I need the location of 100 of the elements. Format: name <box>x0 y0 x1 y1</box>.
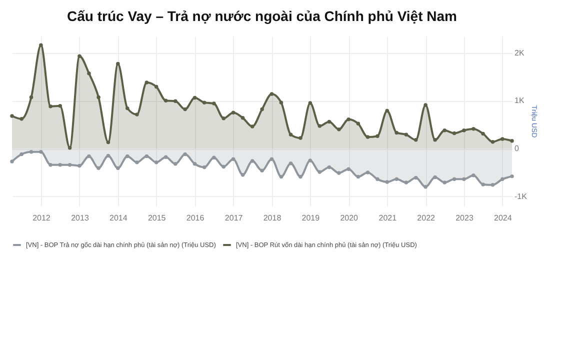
point <box>231 110 236 114</box>
point <box>222 164 226 169</box>
point <box>260 168 264 172</box>
point <box>270 157 274 161</box>
x-tick-label: 2018 <box>263 214 282 222</box>
point <box>279 100 284 104</box>
point <box>20 116 24 121</box>
point <box>500 137 504 141</box>
point <box>481 132 485 136</box>
point <box>385 180 390 184</box>
point <box>376 134 380 138</box>
x-tick-label: 2021 <box>378 214 398 222</box>
point <box>356 174 360 179</box>
point <box>250 159 254 163</box>
point <box>183 152 187 156</box>
chart-title: Cấu trúc Vay – Trả nợ nước ngoài của Chính phủ Việt Nam <box>67 8 457 24</box>
point <box>144 80 149 84</box>
point <box>500 177 504 182</box>
point <box>452 131 456 136</box>
x-tick-label: 2023 <box>456 214 474 222</box>
point <box>48 162 52 167</box>
point <box>376 177 380 182</box>
x-tick-label: 2022 <box>417 214 436 222</box>
point <box>346 117 350 122</box>
point <box>308 101 312 105</box>
point <box>58 104 62 108</box>
point <box>452 177 456 182</box>
point <box>192 96 197 100</box>
y2-tick-label: -1K <box>514 192 528 201</box>
point <box>442 128 446 132</box>
x-tick-label: 2012 <box>32 214 51 222</box>
point <box>481 182 485 186</box>
point <box>144 154 149 158</box>
point <box>337 128 341 132</box>
point <box>510 174 514 178</box>
point <box>288 162 293 166</box>
point <box>279 174 284 179</box>
point <box>260 107 264 112</box>
point <box>327 165 332 170</box>
point <box>39 43 43 47</box>
point <box>404 180 408 184</box>
point <box>318 170 322 174</box>
point <box>39 150 43 154</box>
point <box>366 135 370 139</box>
point <box>394 130 398 135</box>
point <box>433 175 437 180</box>
point <box>288 132 293 137</box>
point <box>212 156 216 160</box>
point <box>462 128 466 132</box>
point <box>29 95 34 100</box>
point <box>394 177 398 182</box>
point <box>164 98 168 103</box>
point <box>356 122 360 126</box>
x-tick-label: 2014 <box>110 214 128 222</box>
point <box>298 136 302 140</box>
point <box>424 103 428 107</box>
point <box>106 140 110 144</box>
point <box>462 177 466 182</box>
point <box>510 139 514 143</box>
point <box>48 104 52 108</box>
point <box>490 140 495 144</box>
point <box>472 173 476 178</box>
x-tick-label: 2016 <box>186 214 205 222</box>
point <box>337 171 341 175</box>
point <box>472 127 476 131</box>
point <box>212 102 216 106</box>
point <box>174 99 178 103</box>
point <box>126 106 130 110</box>
point <box>433 138 437 142</box>
point <box>135 160 139 164</box>
point <box>270 92 274 96</box>
point <box>240 116 245 120</box>
point <box>240 173 245 177</box>
point <box>106 154 110 158</box>
point <box>29 150 34 154</box>
point <box>414 138 418 142</box>
point <box>68 162 72 167</box>
point <box>346 167 350 171</box>
y2-tick-label: 1K <box>514 96 525 106</box>
point <box>231 157 236 161</box>
point <box>308 158 312 162</box>
point <box>174 162 178 166</box>
x-tick-label: 2020 <box>340 214 359 222</box>
point <box>385 108 390 113</box>
point <box>135 112 139 116</box>
x-tick-label: 2013 <box>71 214 90 222</box>
point <box>222 116 226 120</box>
point <box>298 174 302 179</box>
point <box>404 132 408 137</box>
point <box>366 170 370 174</box>
point <box>126 154 130 158</box>
x-tick-label: 2017 <box>224 214 244 222</box>
point <box>202 100 206 104</box>
point <box>250 124 254 128</box>
point <box>68 146 72 150</box>
point <box>154 84 158 89</box>
x-tick-label: 2015 <box>148 214 166 222</box>
point <box>87 71 91 76</box>
point <box>78 164 82 168</box>
point <box>490 183 495 187</box>
